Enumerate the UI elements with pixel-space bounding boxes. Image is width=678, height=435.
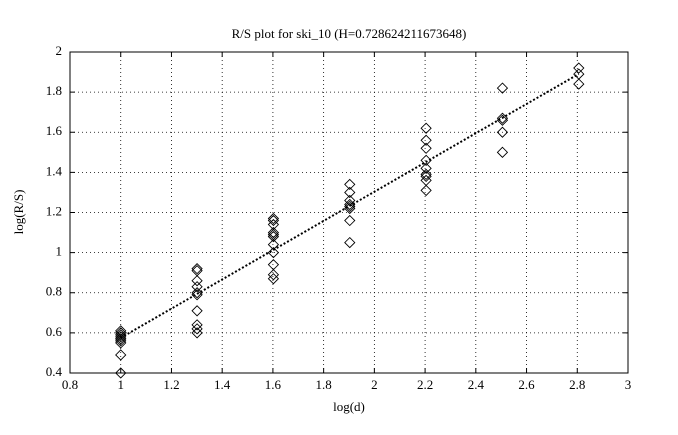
- data-point: [115, 329, 127, 341]
- data-point: [267, 230, 280, 243]
- data-point: [344, 178, 356, 191]
- data-point: [573, 78, 585, 90]
- data-point: [420, 184, 432, 197]
- x-tick-label: 1.4: [214, 377, 231, 392]
- chart-title: R/S plot for ski_10 (H=0.728624211673648…: [232, 26, 467, 41]
- x-tick-label: 2.2: [417, 377, 433, 392]
- y-tick-label: 0.6: [46, 324, 63, 339]
- data-point: [267, 273, 280, 285]
- data-point: [420, 168, 432, 181]
- data-point: [420, 170, 432, 183]
- data-point: [573, 62, 585, 74]
- data-point: [115, 335, 127, 347]
- data-point: [191, 305, 203, 317]
- x-tick-label: 1.6: [265, 377, 282, 392]
- x-tick-label: 1.8: [316, 377, 332, 392]
- data-point: [191, 263, 203, 275]
- data-point: [115, 337, 127, 349]
- data-point: [267, 214, 280, 227]
- data-point: [344, 186, 356, 199]
- x-tick-label: 2.4: [468, 377, 485, 392]
- x-axis-label: log(d): [333, 399, 365, 414]
- data-point: [420, 154, 432, 166]
- data-point: [191, 319, 203, 331]
- y-tick-label: 1.8: [46, 83, 62, 98]
- x-tick-label: 2.8: [569, 377, 585, 392]
- data-point: [496, 146, 509, 158]
- y-tick-label: 2: [56, 43, 63, 58]
- data-point: [344, 200, 356, 213]
- data-point: [115, 367, 127, 379]
- data-point: [267, 269, 280, 281]
- y-tick-label: 0.8: [46, 284, 62, 299]
- data-point: [496, 114, 509, 126]
- data-point: [115, 349, 127, 361]
- x-tick-label: 1: [117, 377, 124, 392]
- data-point: [420, 162, 432, 174]
- data-point: [191, 289, 203, 301]
- plot-frame: [69, 51, 629, 374]
- x-tick-label: 2.6: [518, 377, 535, 392]
- x-tick-label: 3: [625, 377, 632, 392]
- y-tick-label: 1: [56, 244, 63, 259]
- data-point: [191, 323, 203, 335]
- data-point: [420, 142, 432, 154]
- data-point: [115, 325, 127, 337]
- data-point: [496, 82, 509, 94]
- x-tick-label: 2: [371, 377, 378, 392]
- data-point: [344, 214, 356, 227]
- data-point: [115, 333, 127, 345]
- x-tick-label: 1.2: [163, 377, 179, 392]
- fit-line: [120, 73, 580, 339]
- y-tick-label: 1.4: [46, 163, 63, 178]
- y-tick-label: 0.4: [46, 364, 63, 379]
- x-tick-label: 0.8: [62, 377, 78, 392]
- data-point: [267, 226, 280, 239]
- y-tick-label: 1.6: [46, 123, 63, 138]
- data-point: [267, 212, 280, 225]
- y-axis-label: log(R/S): [11, 190, 26, 235]
- data-point: [496, 126, 509, 138]
- data-point: [420, 134, 432, 146]
- data-point: [420, 122, 432, 134]
- y-tick-label: 1.2: [46, 203, 62, 218]
- data-point: [191, 275, 203, 287]
- data-point: [344, 236, 356, 249]
- data-point: [191, 327, 203, 339]
- data-point: [191, 281, 203, 293]
